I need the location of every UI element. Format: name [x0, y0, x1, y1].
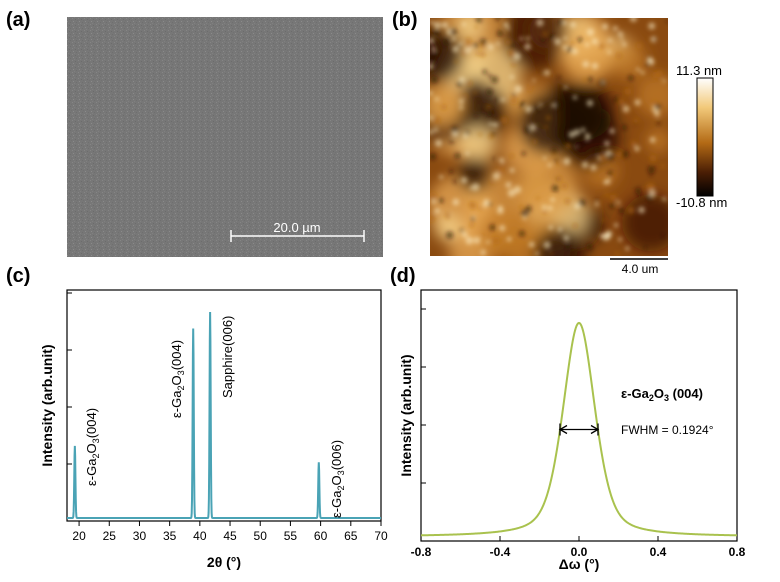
rc-frame [420, 289, 738, 542]
rocking-curve-chart: -0.8 -0.4 0.0 0.4 0.8 ε-Ga2O3 (004) FWHM = 0.1… [398, 289, 746, 572]
xrd-x-tick-label: 70 [374, 529, 388, 543]
afm-image [430, 18, 668, 256]
xrd-x-tick-label: 30 [133, 529, 147, 543]
xrd-chart: 20 25 30 35 40 45 50 55 60 65 70 ε-Ga2O3(004) ε-Ga2O… [39, 289, 388, 570]
rc-x-tick-label: -0.4 [490, 545, 511, 559]
rc-x-tick-label: 0.8 [729, 545, 746, 559]
xrd-x-tick-label: 65 [344, 529, 358, 543]
xrd-peak-label: ε-Ga2O3(004) [169, 340, 186, 418]
colorbar-min-label: -10.8 nm [676, 195, 727, 210]
afm-colorbar [696, 77, 714, 197]
xrd-x-tick-label: 35 [163, 529, 177, 543]
afm-scale-label: 4.0 um [622, 262, 659, 276]
panel-b-label: (b) [392, 9, 418, 31]
panel-c-label: (c) [6, 265, 30, 287]
xrd-x-tick-label: 40 [193, 529, 207, 543]
xrd-x-tick-label: 60 [314, 529, 328, 543]
rc-x-axis-label: Δω (°) [559, 556, 600, 572]
xrd-x-tick-label: 25 [103, 529, 117, 543]
xrd-peak-label: ε-Ga2O3(004) [84, 408, 101, 486]
sem-scale-bar [230, 230, 365, 242]
xrd-frame [66, 289, 382, 522]
colorbar-max-label: 11.3 nm [676, 63, 722, 78]
rc-x-tick-label: -0.8 [411, 545, 432, 559]
xrd-peak-label: ε-Ga2O3(006) [329, 440, 346, 518]
rc-curve [420, 321, 738, 537]
fwhm-label: FWHM = 0.1924° [621, 423, 714, 437]
rc-x-tick-label: 0.0 [571, 545, 588, 559]
xrd-peak-label: Sapphire(006) [220, 316, 235, 398]
rc-annotation-title: ε-Ga2O3 (004) [621, 386, 703, 403]
panel-d-label: (d) [390, 265, 416, 287]
sem-image [67, 17, 383, 257]
rc-y-axis-label: Intensity (arb.unit) [398, 354, 414, 476]
xrd-x-tick-label: 50 [254, 529, 268, 543]
xrd-x-axis-label: 2θ (°) [207, 554, 241, 570]
xrd-x-tick-label: 20 [72, 529, 86, 543]
xrd-x-tick-label: 55 [284, 529, 298, 543]
xrd-x-tick-label: 45 [223, 529, 237, 543]
rc-x-tick-label: 0.4 [650, 545, 667, 559]
xrd-curve [67, 311, 381, 519]
sem-scale-label: 20.0 µm [273, 220, 320, 235]
xrd-y-axis-label: Intensity (arb.unit) [39, 344, 55, 466]
panel-a-label: (a) [6, 9, 30, 31]
